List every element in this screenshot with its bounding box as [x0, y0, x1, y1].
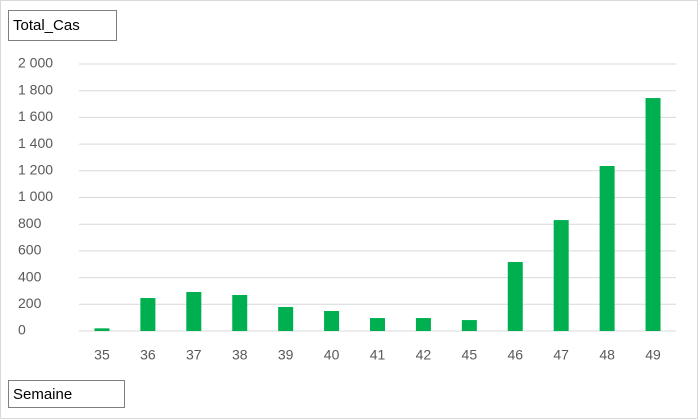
y-tick-label: 0 — [18, 322, 26, 338]
x-label-button[interactable] — [8, 380, 125, 408]
bar — [94, 328, 110, 331]
y-tick-label: 800 — [18, 215, 42, 231]
bar — [232, 294, 248, 331]
x-tick-label: 40 — [324, 347, 340, 363]
x-tick-label: 38 — [232, 347, 248, 363]
y-tick-label: 2 000 — [18, 55, 53, 71]
x-tick-label: 42 — [416, 347, 432, 363]
bar — [140, 298, 156, 331]
x-tick-label: 45 — [462, 347, 478, 363]
x-tick-label: 46 — [507, 347, 523, 363]
bar — [553, 220, 569, 331]
field-button[interactable]: Semaine — [8, 380, 125, 408]
y-tick-label: 1 000 — [18, 188, 53, 204]
y-tick-label: 1 200 — [18, 162, 53, 178]
x-tick-label: 47 — [553, 347, 569, 363]
x-tick-label: 41 — [370, 347, 386, 363]
bar — [415, 318, 431, 331]
chart-title: Total_Cas — [13, 17, 80, 34]
field-button[interactable]: Total_Cas — [8, 10, 117, 41]
x-tick-label: 35 — [94, 347, 110, 363]
x-tick-label: 37 — [186, 347, 202, 363]
y-tick-label: 1 600 — [18, 108, 53, 124]
bar — [507, 261, 523, 331]
bar — [645, 98, 661, 331]
title-button[interactable] — [8, 10, 117, 41]
y-tick-label: 200 — [18, 295, 42, 311]
y-tick-label: 600 — [18, 242, 42, 258]
bar — [278, 306, 294, 331]
x-tick-label: 49 — [645, 347, 661, 363]
x-tick-label: 36 — [140, 347, 156, 363]
x-axis-label: Semaine — [13, 386, 72, 403]
y-tick-label: 1 400 — [18, 135, 53, 151]
x-tick-label: 39 — [278, 347, 294, 363]
y-tick-label: 1 800 — [18, 81, 53, 97]
bar — [324, 310, 340, 331]
bar — [599, 165, 615, 331]
x-tick-label: 48 — [599, 347, 615, 363]
bar — [370, 318, 385, 331]
bar — [186, 292, 202, 331]
bar — [461, 320, 477, 331]
y-tick-label: 400 — [18, 268, 42, 284]
